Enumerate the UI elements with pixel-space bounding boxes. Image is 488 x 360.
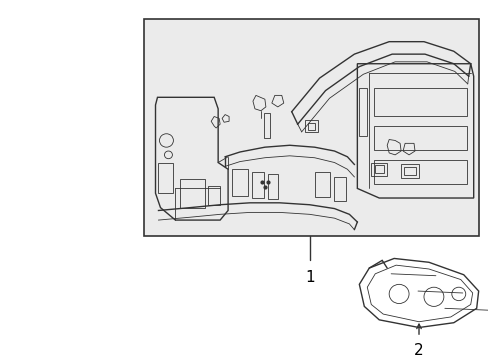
Text: 2: 2	[413, 343, 423, 358]
Text: 1: 1	[304, 270, 314, 285]
FancyBboxPatch shape	[143, 19, 478, 237]
